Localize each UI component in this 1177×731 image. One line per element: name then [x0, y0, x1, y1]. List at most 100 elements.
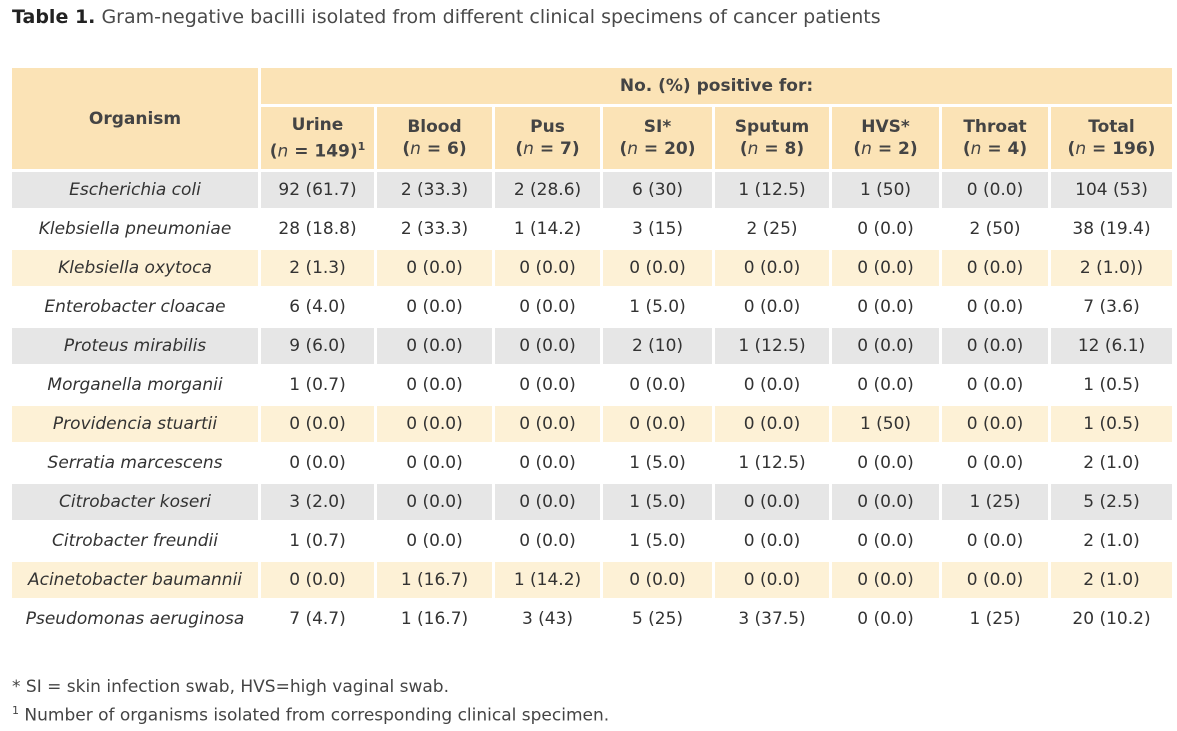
value-cell: 0 (0.0): [377, 406, 492, 442]
value-cell: 0 (0.0): [377, 484, 492, 520]
value-cell: 20 (10.2): [1051, 601, 1172, 637]
value-cell: 0 (0.0): [495, 523, 600, 559]
value-cell: 0 (0.0): [495, 250, 600, 286]
value-cell: 1 (14.2): [495, 562, 600, 598]
value-cell: 3 (15): [603, 211, 712, 247]
value-cell: 0 (0.0): [942, 172, 1048, 208]
value-cell: 0 (0.0): [832, 523, 939, 559]
column-sample-size: (n = 6): [402, 139, 467, 159]
organism-cell: Serratia marcescens: [12, 445, 258, 481]
organism-cell: Klebsiella pneumoniae: [12, 211, 258, 247]
table-row: Morganella morganii 1 (0.7) 0 (0.0) 0 (0.0)…: [12, 367, 1172, 403]
value-cell: 0 (0.0): [603, 562, 712, 598]
value-cell: 1 (5.0): [603, 289, 712, 325]
table-row: Enterobacter cloacae 6 (4.0) 0 (0.0) 0 (0.0…: [12, 289, 1172, 325]
value-cell: 0 (0.0): [715, 367, 829, 403]
value-cell: 0 (0.0): [603, 406, 712, 442]
table-row: Klebsiella oxytoca 2 (1.3) 0 (0.0) 0 (0.0) 0…: [12, 250, 1172, 286]
column-header-si: SI* (n = 20): [603, 107, 712, 169]
column-sample-size: (n = 2): [853, 139, 918, 159]
column-sample-size: (n = 196): [1067, 139, 1156, 159]
footnote-abbreviations: * SI = skin infection swab, HVS=high vag…: [12, 677, 449, 697]
value-cell: 0 (0.0): [495, 367, 600, 403]
column-sample-size: (n = 20): [619, 139, 696, 159]
table-caption: Table 1. Gram-negative bacilli isolated …: [12, 6, 881, 28]
organism-cell: Morganella morganii: [12, 367, 258, 403]
value-cell: 6 (30): [603, 172, 712, 208]
column-name: HVS*: [861, 117, 910, 137]
table-row: Klebsiella pneumoniae 28 (18.8) 2 (33.3) 1 …: [12, 211, 1172, 247]
value-cell: 0 (0.0): [832, 601, 939, 637]
value-cell: 1 (0.7): [261, 523, 374, 559]
value-cell: 28 (18.8): [261, 211, 374, 247]
value-cell: 0 (0.0): [832, 328, 939, 364]
value-cell: 7 (3.6): [1051, 289, 1172, 325]
value-cell: 0 (0.0): [715, 484, 829, 520]
organism-header: Organism: [12, 68, 258, 169]
value-cell: 1 (0.5): [1051, 406, 1172, 442]
value-cell: 0 (0.0): [377, 289, 492, 325]
organism-cell: Proteus mirabilis: [12, 328, 258, 364]
value-cell: 1 (5.0): [603, 445, 712, 481]
organism-cell: Escherichia coli: [12, 172, 258, 208]
column-name: SI*: [643, 117, 672, 137]
value-cell: 0 (0.0): [832, 367, 939, 403]
value-cell: 0 (0.0): [832, 289, 939, 325]
value-cell: 0 (0.0): [261, 406, 374, 442]
value-cell: 1 (12.5): [715, 172, 829, 208]
column-header-total: Total (n = 196): [1051, 107, 1172, 169]
value-cell: 12 (6.1): [1051, 328, 1172, 364]
value-cell: 1 (25): [942, 601, 1048, 637]
column-name: Urine: [291, 114, 344, 135]
column-sample-size: (n = 4): [962, 139, 1028, 159]
column-name: Total: [1088, 117, 1135, 137]
column-header-hvs: HVS* (n = 2): [832, 107, 939, 169]
value-cell: 5 (2.5): [1051, 484, 1172, 520]
value-cell: 0 (0.0): [832, 562, 939, 598]
column-sample-size: (n = 149)1: [269, 139, 366, 162]
column-header-urine: Urine (n = 149)1: [261, 107, 374, 169]
group-header: No. (%) positive for:: [261, 68, 1172, 104]
value-cell: 0 (0.0): [377, 250, 492, 286]
value-cell: 0 (0.0): [495, 289, 600, 325]
table-row: Proteus mirabilis 9 (6.0) 0 (0.0) 0 (0.0) 2 …: [12, 328, 1172, 364]
organism-cell: Pseudomonas aeruginosa: [12, 601, 258, 637]
value-cell: 2 (50): [942, 211, 1048, 247]
table-row: Pseudomonas aeruginosa 7 (4.7) 1 (16.7) 3 (…: [12, 601, 1172, 637]
value-cell: 0 (0.0): [832, 445, 939, 481]
value-cell: 1 (14.2): [495, 211, 600, 247]
value-cell: 0 (0.0): [832, 484, 939, 520]
value-cell: 2 (1.3): [261, 250, 374, 286]
organism-cell: Providencia stuartii: [12, 406, 258, 442]
value-cell: 2 (28.6): [495, 172, 600, 208]
column-header-pus: Pus (n = 7): [495, 107, 600, 169]
column-name: Sputum: [734, 117, 810, 137]
value-cell: 38 (19.4): [1051, 211, 1172, 247]
value-cell: 3 (43): [495, 601, 600, 637]
value-cell: 0 (0.0): [942, 562, 1048, 598]
column-header-sputum: Sputum (n = 8): [715, 107, 829, 169]
value-cell: 1 (16.7): [377, 562, 492, 598]
footnote-marker: 1: [357, 139, 366, 153]
organism-cell: Enterobacter cloacae: [12, 289, 258, 325]
value-cell: 0 (0.0): [942, 523, 1048, 559]
value-cell: 1 (0.5): [1051, 367, 1172, 403]
value-cell: 0 (0.0): [715, 250, 829, 286]
value-cell: 0 (0.0): [942, 250, 1048, 286]
footnotes: * SI = skin infection swab, HVS=high vag…: [12, 676, 609, 728]
value-cell: 9 (6.0): [261, 328, 374, 364]
value-cell: 6 (4.0): [261, 289, 374, 325]
column-sample-size: (n = 7): [515, 139, 580, 159]
value-cell: 3 (37.5): [715, 601, 829, 637]
table-row: Serratia marcescens 0 (0.0) 0 (0.0) 0 (0.0)…: [12, 445, 1172, 481]
table-row: Escherichia coli 92 (61.7) 2 (33.3) 2 (28.6…: [12, 172, 1172, 208]
table-row: Acinetobacter baumannii 0 (0.0) 1 (16.7) 1 …: [12, 562, 1172, 598]
value-cell: 0 (0.0): [715, 289, 829, 325]
table-caption-label: Table 1.: [12, 6, 96, 28]
value-cell: 1 (25): [942, 484, 1048, 520]
value-cell: 0 (0.0): [495, 328, 600, 364]
value-cell: 0 (0.0): [495, 406, 600, 442]
value-cell: 0 (0.0): [495, 445, 600, 481]
value-cell: 0 (0.0): [603, 250, 712, 286]
value-cell: 0 (0.0): [942, 328, 1048, 364]
